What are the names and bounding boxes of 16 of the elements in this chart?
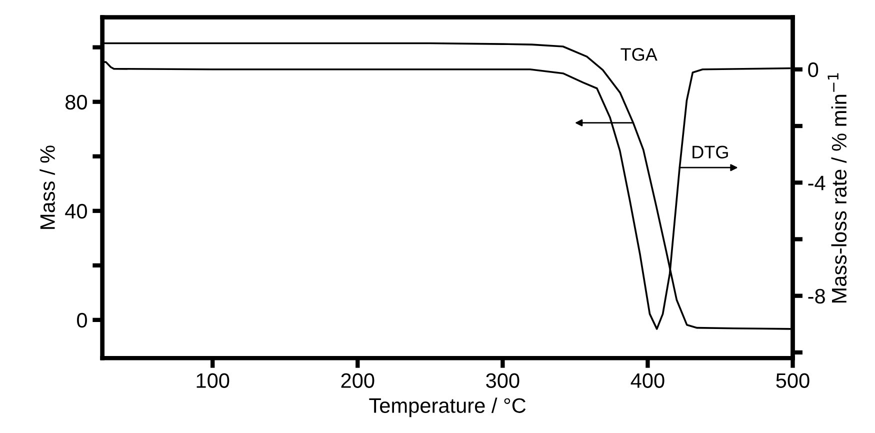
y-axis-title: Mass / % xyxy=(40,146,55,229)
y-tick-label: 40 xyxy=(65,204,87,219)
x-tick-label: 300 xyxy=(486,373,520,388)
x-tick-label: 500 xyxy=(776,373,810,388)
y-tick-label: 0 xyxy=(77,312,87,328)
series-label: DTG xyxy=(692,146,728,158)
x-tick-label: 100 xyxy=(196,373,230,388)
y2-tick-label: -8 xyxy=(808,288,825,304)
x-axis-title: Temperature / °C xyxy=(369,398,526,418)
y-tick-label: 80 xyxy=(66,94,87,110)
x-tick-label: 200 xyxy=(341,373,374,388)
series-label: TGA xyxy=(620,48,658,61)
x-tick-label: 400 xyxy=(630,373,664,388)
y2-tick-label: -4 xyxy=(808,176,826,190)
y2-tick-label: 0 xyxy=(808,62,818,78)
y2-axis-title: Mass-loss rate / % min$^{−1}$ xyxy=(828,73,847,303)
